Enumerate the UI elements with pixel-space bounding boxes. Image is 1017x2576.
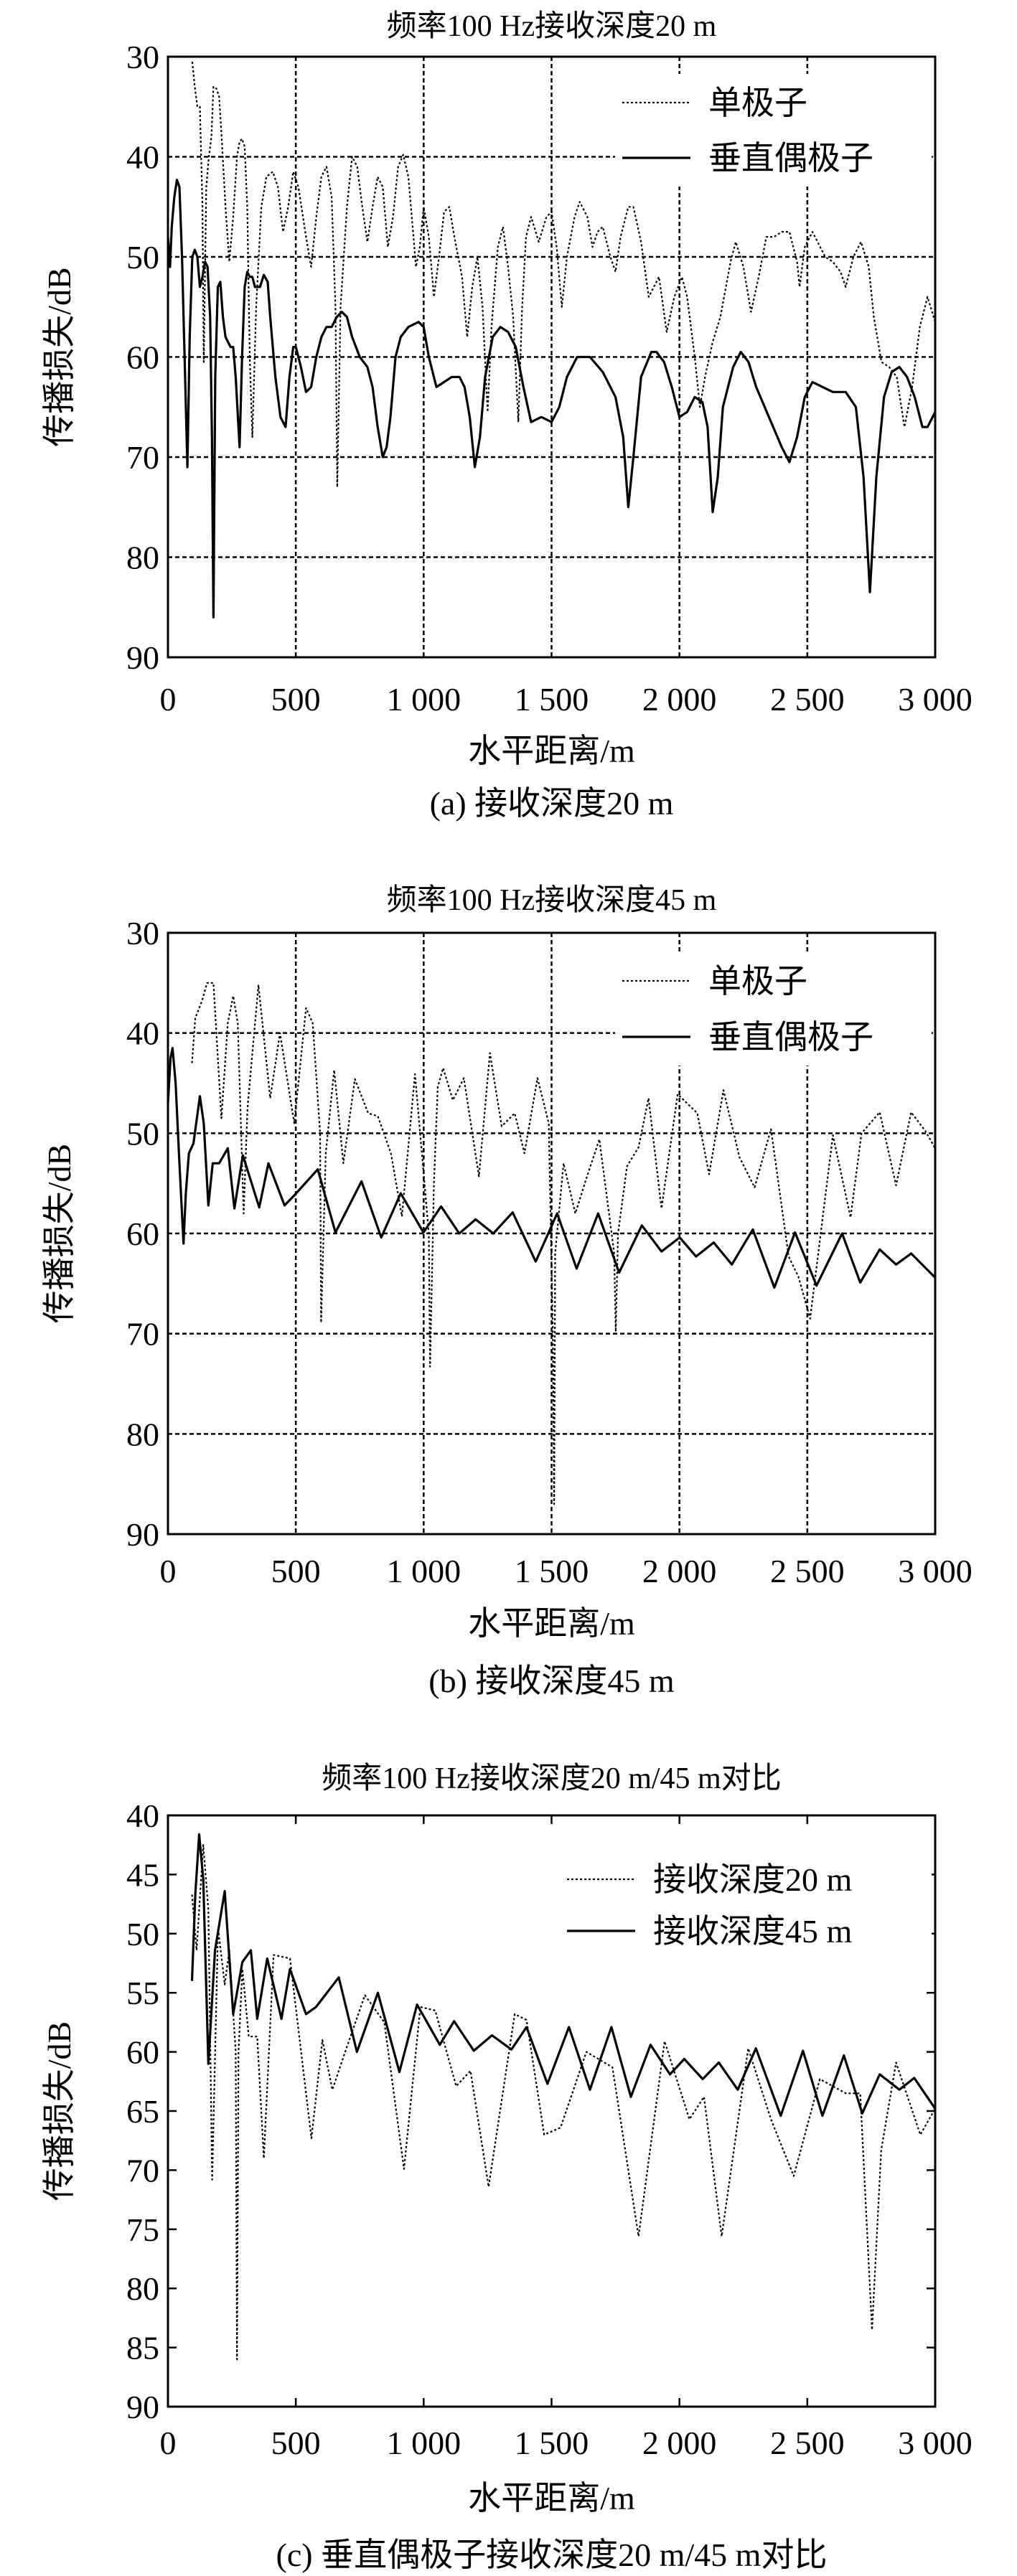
x-tick-label: 1 000 — [387, 2425, 461, 2461]
x-tick-label: 500 — [271, 2425, 321, 2461]
legend-background — [615, 74, 932, 187]
x-tick-label: 3 000 — [898, 681, 973, 718]
chart-2: 频率100 Hz接收深度45 m 0 500 1 000 1 500 2 000 2 500… — [41, 883, 973, 1699]
legend-background — [615, 952, 932, 1066]
series-line-1 — [191, 1844, 935, 2361]
x-tick-label: 3 000 — [898, 1553, 973, 1589]
y-tick-label: 50 — [126, 1916, 159, 1952]
chart-caption: (b) 接收深度45 m — [428, 1663, 675, 1699]
series-line-2 — [190, 1833, 935, 2117]
y-tick-label: 75 — [126, 2211, 159, 2248]
plot-frame — [167, 55, 937, 659]
plot-frame — [167, 931, 937, 1536]
x-axis-label: 水平距离/m — [468, 733, 635, 769]
series-line-2 — [168, 179, 935, 619]
chart-3: 频率100 Hz接收深度20 m/45 m对比 0 500 1 000 1 500 2 0… — [41, 1762, 973, 2573]
chart-title: 频率100 Hz接收深度20 m/45 m对比 — [322, 1762, 781, 1795]
x-tick-label: 500 — [271, 1553, 321, 1589]
y-tick-label: 80 — [126, 1416, 159, 1452]
x-tick-label: 500 — [271, 681, 321, 718]
y-tick-label: 80 — [126, 540, 159, 576]
x-tick-label: 2 500 — [770, 1553, 845, 1589]
x-axis-label: 水平距离/m — [468, 2480, 635, 2516]
legend-label: 接收深度45 m — [653, 1913, 853, 1950]
legend-label: 单极子 — [708, 85, 807, 121]
chart-caption: (c) 垂直偶极子接收深度20 m/45 m对比 — [276, 2537, 828, 2573]
chart-title: 频率100 Hz接收深度45 m — [387, 883, 717, 917]
y-tick-label: 90 — [126, 639, 159, 676]
x-tick-label: 0 — [160, 681, 177, 718]
y-tick-label: 70 — [126, 2152, 159, 2189]
y-tick-label: 40 — [126, 1015, 159, 1052]
y-tick-label: 70 — [126, 1316, 159, 1353]
y-tick-label: 40 — [126, 139, 159, 176]
y-tick-label: 50 — [126, 1115, 159, 1152]
y-tick-label: 65 — [126, 2093, 159, 2130]
x-tick-label: 2 500 — [770, 681, 845, 718]
y-axis-label: 传播损失/dB — [41, 267, 78, 446]
x-tick-label: 1 000 — [387, 681, 461, 718]
x-tick-label: 1 000 — [387, 1553, 461, 1589]
y-axis-label: 传播损失/dB — [41, 1144, 78, 1323]
chart-title: 频率100 Hz接收深度20 m — [387, 9, 717, 43]
x-tick-label: 2 000 — [642, 1553, 717, 1589]
y-tick-label: 30 — [126, 39, 159, 75]
y-tick-label: 40 — [126, 1797, 159, 1834]
x-tick-label: 1 500 — [515, 1553, 589, 1589]
chart-caption: (a) 接收深度20 m — [430, 785, 674, 822]
x-tick-label: 3 000 — [898, 2425, 973, 2461]
y-tick-label: 90 — [126, 1516, 159, 1553]
legend-label: 单极子 — [708, 963, 807, 1000]
y-tick-label: 70 — [126, 439, 159, 476]
y-tick-label: 60 — [126, 1216, 159, 1252]
y-tick-label: 90 — [126, 2389, 159, 2425]
y-tick-label: 55 — [126, 1975, 159, 2011]
y-tick-label: 45 — [126, 1856, 159, 1893]
x-tick-label: 0 — [160, 1553, 177, 1589]
legend-label: 接收深度20 m — [653, 1861, 853, 1898]
series-line-2 — [168, 1047, 935, 1289]
x-tick-label: 2 000 — [642, 2425, 717, 2461]
y-tick-label: 30 — [126, 915, 159, 951]
series-line-1 — [191, 61, 935, 488]
y-tick-label: 50 — [126, 239, 159, 276]
legend-label: 垂直偶极子 — [708, 1019, 873, 1056]
y-tick-label: 80 — [126, 2270, 159, 2307]
y-axis-label: 传播损失/dB — [41, 2021, 78, 2201]
x-tick-label: 1 500 — [515, 2425, 589, 2461]
x-tick-label: 2 500 — [770, 2425, 845, 2461]
y-tick-label: 60 — [126, 2034, 159, 2071]
x-tick-label: 0 — [160, 2425, 177, 2461]
chart-1: 频率100 Hz接收深度20 m 0 500 1 000 1 500 2 000 2 500… — [41, 9, 973, 822]
y-tick-label: 85 — [126, 2330, 159, 2366]
x-tick-label: 1 500 — [515, 681, 589, 718]
plot-frame — [167, 1814, 937, 2408]
x-tick-label: 2 000 — [642, 681, 717, 718]
legend-label: 垂直偶极子 — [708, 140, 873, 177]
y-tick-label: 60 — [126, 339, 159, 376]
legend-background — [560, 1851, 932, 1960]
x-axis-label: 水平距离/m — [468, 1605, 635, 1642]
